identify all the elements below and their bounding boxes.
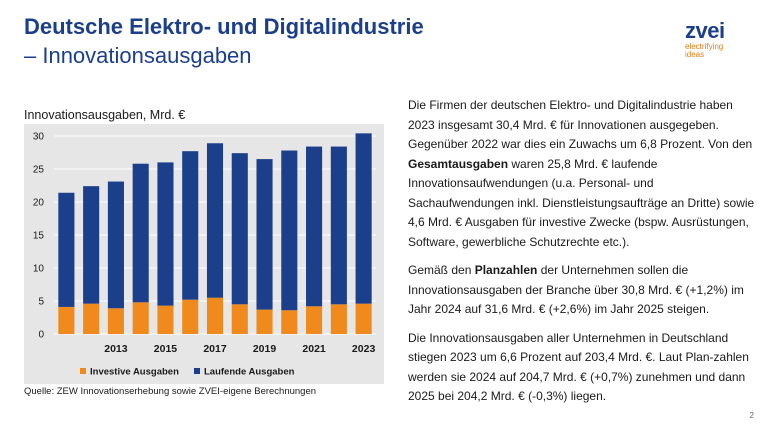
- page-title-line1: Deutsche Elektro- und Digitalindustrie: [24, 14, 424, 39]
- legend: Investive Ausgaben Laufende Ausgaben: [80, 367, 295, 378]
- text-block: Die Firmen der deutschen Elektro- und Di…: [408, 96, 760, 416]
- legend-label-laufende: Laufende Ausgaben: [204, 367, 295, 378]
- bar-laufende-2012: [83, 186, 100, 304]
- x-tick-label: 2017: [203, 343, 227, 355]
- paragraph-3-text: Die Innovationsausgaben aller Unternehme…: [408, 330, 749, 404]
- page-number: 2: [749, 411, 754, 420]
- bar-investive-2013: [107, 308, 124, 334]
- bar-investive-2019: [256, 309, 273, 334]
- logo-tagline: electrifying ideas: [685, 42, 724, 59]
- x-tick-label: 2019: [253, 343, 277, 355]
- y-tick-label: 15: [33, 231, 45, 242]
- x-axis-ticks: 2013 2015 2017 2019 2021 2023: [104, 343, 375, 355]
- bar-laufende-2019: [256, 159, 273, 310]
- y-axis-ticks: 0 5 10 15 20 25 30: [33, 132, 45, 341]
- paragraph-1-text-a: Die Firmen der deutschen Elektro- und Di…: [408, 98, 753, 151]
- y-tick-label: 5: [38, 297, 44, 308]
- bar-laufende-2011: [58, 192, 75, 307]
- paragraph-1-text-b: waren 25,8 Mrd. € laufende Innovationsau…: [408, 156, 755, 249]
- bar-laufende-2020: [281, 150, 298, 311]
- bar-laufende-2023: [355, 133, 372, 304]
- bar-laufende-2022: [330, 146, 347, 305]
- paragraph-1-bold: Gesamtausgaben: [408, 156, 509, 171]
- logo-name: zvei: [685, 18, 725, 43]
- legend-swatch-investive: [80, 368, 86, 374]
- bar-laufende-2016: [182, 151, 199, 300]
- legend-label-investive: Investive Ausgaben: [90, 367, 179, 378]
- bar-investive-2014: [132, 302, 149, 334]
- y-tick-label: 25: [33, 165, 45, 176]
- y-tick-label: 10: [33, 264, 45, 275]
- x-tick-label: 2015: [154, 343, 178, 355]
- bars: [58, 133, 372, 334]
- bar-investive-2017: [206, 297, 224, 334]
- bar-laufende-2014: [132, 163, 149, 303]
- legend-swatch-laufende: [194, 368, 200, 374]
- bar-laufende-2017: [206, 143, 224, 298]
- bar-investive-2016: [182, 299, 199, 334]
- x-tick-label: 2023: [352, 343, 376, 355]
- bar-laufende-2018: [231, 153, 248, 305]
- zvei-logo: zvei electrifying ideas: [685, 20, 735, 59]
- y-tick-label: 0: [38, 330, 44, 341]
- bar-investive-2011: [58, 306, 75, 334]
- paragraph-2-bold: Planzahlen: [474, 263, 538, 277]
- y-tick-label: 20: [33, 198, 45, 209]
- bar-investive-2012: [83, 303, 100, 334]
- paragraph-2-text-a: Gemäß den: [408, 263, 475, 277]
- x-tick-label: 2013: [104, 343, 128, 355]
- bar-investive-2020: [281, 310, 298, 334]
- page-title-line2: – Innovationsausgaben: [24, 43, 252, 68]
- bar-laufende-2013: [107, 181, 124, 309]
- bar-investive-2021: [306, 306, 323, 334]
- chart-title: Innovationsausgaben, Mrd. €: [24, 108, 186, 122]
- paragraph-2: Gemäß den Planzahlen der Unternehmen sol…: [408, 261, 760, 320]
- source-note: Quelle: ZEW Innovationserhebung sowie ZV…: [24, 386, 317, 397]
- y-tick-label: 30: [33, 132, 45, 143]
- bar-investive-2018: [231, 304, 248, 334]
- paragraph-3: Die Innovationsausgaben aller Unternehme…: [408, 329, 760, 407]
- bar-investive-2015: [157, 305, 174, 334]
- paragraph-1: Die Firmen der deutschen Elektro- und Di…: [408, 96, 760, 252]
- bar-laufende-2021: [306, 146, 323, 307]
- x-tick-label: 2021: [302, 343, 326, 355]
- bar-investive-2022: [330, 304, 347, 334]
- paragraph-2-text-b: der Unternehmen sollen die Innovationsau…: [408, 263, 744, 316]
- bar-investive-2023: [355, 303, 372, 334]
- bar-laufende-2015: [157, 162, 174, 306]
- bar-chart: 0 5 10 15 20 25 30 2013 2015 2017 2019 2021 2023 In…: [24, 124, 384, 384]
